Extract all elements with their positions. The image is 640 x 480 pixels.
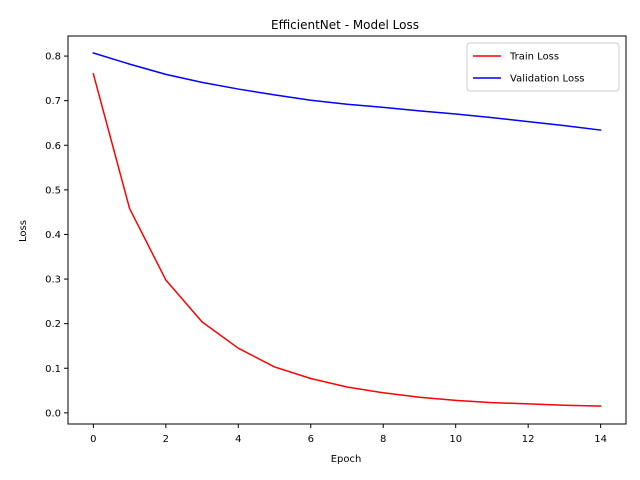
y-tick-label: 0.5	[45, 185, 61, 196]
legend-box	[466, 42, 620, 92]
y-tick-label: 0.2	[45, 319, 61, 330]
train-loss-line	[92, 72, 602, 407]
x-tick-label: 0	[90, 434, 96, 445]
train-loss-legend-label: Train Loss	[509, 52, 559, 63]
y-tick-label: 0.0	[45, 408, 61, 419]
x-axis: 0 2 4 6 8 10 12 14	[90, 424, 607, 445]
x-tick-label: 14	[594, 434, 607, 445]
x-tick-label: 8	[380, 434, 386, 445]
x-tick-label: 10	[449, 434, 462, 445]
x-tick-label: 4	[235, 434, 241, 445]
y-tick-label: 0.4	[45, 230, 61, 241]
y-tick-label: 0.1	[45, 364, 61, 375]
y-tick-label: 0.6	[45, 141, 61, 152]
y-axis: 0.0 0.1 0.2 0.3 0.4 0.5 0.6 0.7 0.8	[45, 52, 68, 419]
validation-loss-legend-label: Validation Loss	[510, 74, 585, 85]
y-axis-label: Loss	[18, 220, 29, 242]
x-tick-label: 12	[522, 434, 535, 445]
x-axis-label: Epoch	[331, 454, 362, 465]
y-tick-label: 0.3	[45, 275, 61, 286]
y-tick-label: 0.7	[45, 96, 61, 107]
x-tick-label: 6	[308, 434, 314, 445]
y-tick-label: 0.8	[45, 52, 61, 63]
axes-frame	[67, 35, 627, 425]
chart-title: EfficientNet - Model Loss	[271, 18, 419, 32]
validation-loss-line	[92, 52, 602, 131]
legend: Train Loss Validation Loss	[466, 42, 620, 92]
x-tick-label: 2	[163, 434, 169, 445]
plot-area	[92, 52, 602, 407]
